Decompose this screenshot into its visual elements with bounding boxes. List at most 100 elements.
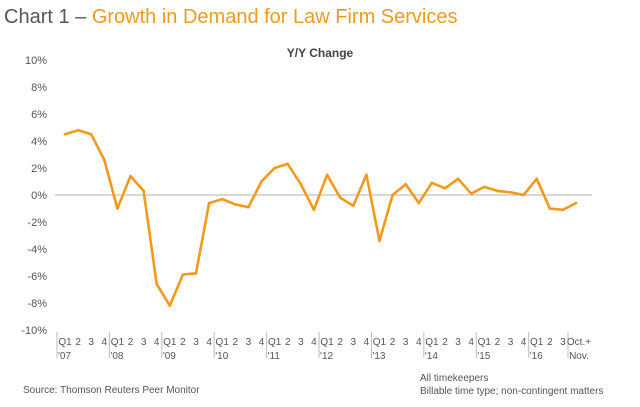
y-tick-label: 8%	[31, 82, 47, 94]
x-tick-label: 3	[560, 337, 566, 348]
y-tick-label: -2%	[27, 217, 47, 229]
x-tick-label-last-top: Oct.+	[567, 337, 591, 348]
x-tick-label: 4	[416, 337, 422, 348]
data-point	[325, 173, 329, 177]
data-point	[548, 207, 552, 210]
source-note: Source: Thomson Reuters Peer Monitor	[23, 385, 200, 396]
data-point	[417, 201, 421, 205]
data-point	[443, 186, 447, 190]
x-tick-label: 4	[259, 337, 265, 348]
x-tick-label: 3	[141, 337, 147, 348]
x-tick-label: Q1	[530, 337, 544, 348]
x-tick-label: 4	[206, 337, 212, 348]
x-tick-label: 3	[350, 337, 356, 348]
x-tick-label: Q1	[268, 337, 282, 348]
data-point	[181, 273, 185, 276]
y-tick-label: 4%	[31, 136, 47, 148]
footnote: All timekeepers Billable time type; non-…	[420, 372, 603, 398]
x-year-label: '14	[425, 351, 438, 362]
y-tick-label: -6%	[27, 271, 47, 283]
data-point	[234, 203, 237, 206]
x-tick-label-last-bottom: Nov.	[569, 351, 589, 362]
series-line	[63, 128, 578, 308]
data-point	[391, 193, 394, 197]
y-tick-label: 6%	[31, 109, 47, 121]
x-tick-label: 3	[246, 337, 252, 348]
x-tick-label: 2	[390, 337, 396, 348]
x-tick-label: 3	[403, 337, 409, 348]
data-point	[220, 197, 224, 201]
data-point	[194, 272, 198, 275]
x-tick-label: 3	[298, 337, 304, 348]
x-tick-label: Q1	[58, 337, 72, 348]
x-tick-label: 2	[547, 337, 553, 348]
data-point	[76, 128, 80, 132]
data-point	[404, 182, 407, 186]
data-point	[535, 177, 538, 181]
x-tick-label: 2	[337, 337, 343, 348]
x-year-label: '15	[477, 351, 490, 362]
data-point	[116, 207, 119, 210]
x-tick-label: 2	[285, 337, 291, 348]
x-tick-label: 2	[233, 337, 239, 348]
data-point	[142, 189, 145, 193]
x-year-label: '08	[110, 351, 123, 362]
data-point	[351, 204, 355, 208]
x-axis: Q1'072 3 4 Q1'082 3 4 Q1'092 3 4 Q1'102 3 4 Q1'112 3 4…	[56, 332, 591, 362]
footnote-line-1: All timekeepers	[420, 373, 489, 384]
x-tick-label: Q1	[320, 337, 334, 348]
x-tick-label: 4	[521, 337, 527, 348]
data-point	[430, 181, 434, 185]
x-tick-label: 3	[455, 337, 461, 348]
y-tick-label: -4%	[27, 244, 47, 256]
x-tick-label: 4	[311, 337, 317, 348]
series-layer	[63, 128, 578, 308]
data-point	[496, 189, 499, 193]
x-tick-label: Q1	[373, 337, 387, 348]
data-point	[129, 174, 132, 178]
y-tick-label: 0%	[31, 190, 47, 202]
x-tick-label: Q1	[163, 337, 177, 348]
data-point	[456, 177, 460, 181]
data-point	[286, 162, 290, 166]
x-tick-label: 2	[495, 337, 501, 348]
chart-subtitle: Y/Y Change	[286, 46, 354, 60]
data-point	[378, 239, 381, 243]
x-year-label: '09	[163, 351, 176, 362]
x-tick-label: 2	[442, 337, 448, 348]
data-point	[168, 304, 172, 308]
x-tick-label: 4	[468, 337, 474, 348]
x-tick-label: 2	[180, 337, 186, 348]
data-point	[207, 201, 211, 205]
data-point	[574, 201, 578, 205]
footnote-line-2: Billable time type; non-contingent matte…	[420, 386, 604, 397]
y-tick-label: -8%	[27, 298, 47, 310]
data-point	[89, 132, 93, 136]
x-tick-label: 4	[102, 337, 108, 348]
data-point	[155, 282, 159, 286]
data-point	[103, 158, 106, 162]
x-year-label: '12	[320, 351, 333, 362]
data-point	[63, 132, 67, 136]
data-point	[312, 208, 316, 212]
y-tick-label: 10%	[25, 55, 47, 67]
x-tick-label: 3	[193, 337, 199, 348]
data-point	[273, 166, 276, 170]
x-tick-label: 4	[364, 337, 370, 348]
x-year-label: '07	[58, 351, 71, 362]
data-point	[482, 185, 486, 189]
chart-title: Chart 1 – Growth in Demand for Law Firm …	[4, 6, 458, 29]
chart-title-prefix: Chart 1 –	[4, 6, 92, 28]
data-point	[561, 208, 565, 212]
x-tick-label: 2	[128, 337, 134, 348]
x-year-label: '11	[268, 351, 281, 362]
data-point	[299, 182, 303, 186]
x-tick-label: Q1	[425, 337, 439, 348]
x-year-label: '13	[372, 351, 385, 362]
x-tick-label: 2	[75, 337, 81, 348]
data-point	[365, 173, 368, 177]
y-tick-label: 2%	[31, 163, 47, 175]
x-year-label: '10	[215, 351, 228, 362]
x-tick-label: Q1	[478, 337, 492, 348]
